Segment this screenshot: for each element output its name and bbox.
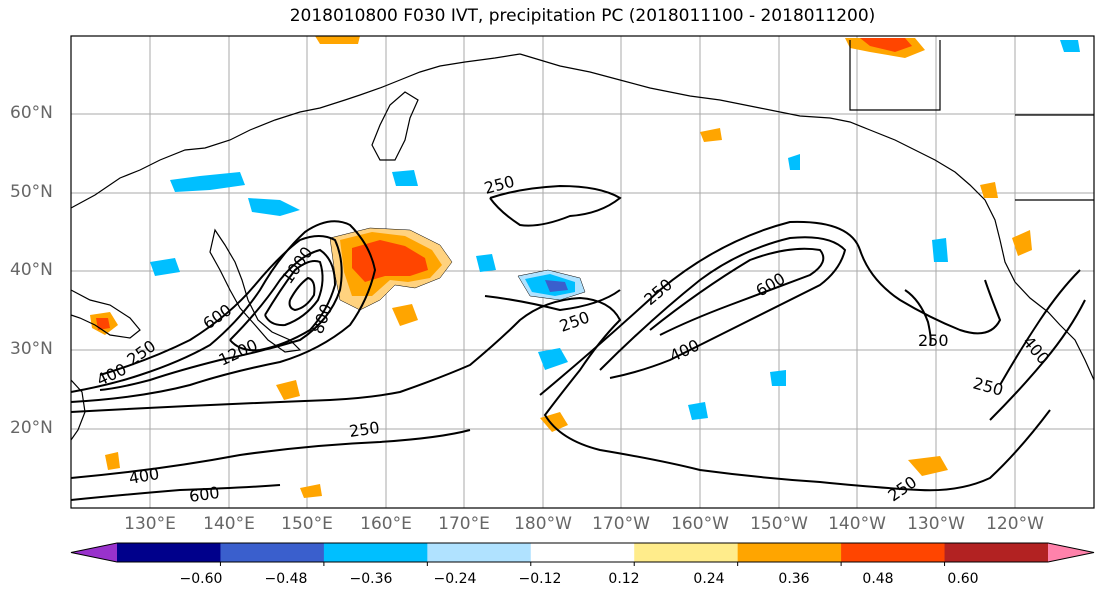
precip-negative-area (476, 254, 496, 272)
ivt-contour-600 (649, 247, 825, 336)
colorbar-tick-label: 0.24 (693, 571, 725, 587)
precip-negative-area (688, 402, 708, 420)
precip-negative-area (932, 238, 948, 262)
lon-label: 130°E (124, 514, 176, 534)
colorbar (70, 542, 1095, 566)
ivt-contour-600 (99, 235, 343, 391)
precip-negative-area (1060, 40, 1080, 52)
colorbar-swatch (737, 543, 842, 562)
lat-label: 50°N (10, 182, 53, 202)
gridlines (71, 36, 1094, 508)
colorbar-tick-label: 0.60 (947, 571, 979, 587)
contour-label: 250 (348, 418, 381, 441)
contour-label: 600 (188, 483, 221, 506)
precip-positive-area (980, 182, 998, 198)
colorbar-swatch (117, 543, 221, 562)
precip-positive-area (105, 452, 120, 470)
lat-label: 40°N (10, 260, 53, 280)
colorbar-tick-label: −0.36 (349, 571, 393, 587)
precip-positive-area (1012, 230, 1032, 256)
ivt-contour-250 (70, 296, 1051, 492)
colorbar-swatch (427, 543, 532, 562)
lon-label: 170°W (592, 514, 650, 534)
precip-positive-area (700, 128, 722, 142)
ivt-contour-250 (489, 184, 622, 227)
precip-positive-area (276, 380, 300, 400)
ivt-contour-800 (229, 248, 337, 352)
precip-negative-area (392, 170, 418, 186)
colorbar-tick-label: 0.48 (862, 571, 894, 587)
ivt-contour-600 (70, 484, 281, 501)
colorbar-tick-label: 0.36 (778, 571, 810, 587)
colorbar-swatch (530, 543, 635, 562)
contour-label: 250 (918, 331, 949, 350)
lon-label: 170°E (438, 514, 490, 534)
colorbar-swatch (944, 543, 1049, 562)
colorbar-tick-label: −0.48 (264, 571, 308, 587)
ivt-contour-250 (70, 429, 471, 479)
lat-label: 20°N (10, 418, 53, 438)
precip-positive-area (392, 304, 418, 326)
ivt-contour-250 (539, 220, 1002, 396)
colorbar-tick-label: −0.24 (433, 571, 477, 587)
ivt-contour-1000 (264, 260, 324, 327)
precip-negative-area (150, 258, 180, 276)
lon-label: 120°W (986, 514, 1044, 534)
colorbar-tick-label: −0.60 (179, 571, 223, 587)
precip-negative-area (538, 348, 568, 370)
colorbar-extend-high (1048, 543, 1094, 562)
lon-label: 140°E (203, 514, 255, 534)
precip-positive-area (908, 456, 948, 476)
lon-label: 140°W (828, 514, 886, 534)
ivt-contours (70, 184, 1086, 501)
colorbar-swatch (323, 543, 428, 562)
ivt-contour-1200 (288, 276, 316, 312)
lat-label: 60°N (10, 103, 53, 123)
precip-positive-area (300, 484, 322, 498)
precip-negative-area (170, 172, 245, 192)
lon-label: 180°W (514, 514, 572, 534)
precip-negative-area (770, 370, 786, 386)
colorbar-outline (70, 542, 1095, 563)
colorbar-swatch (220, 543, 325, 562)
colorbar-swatch (841, 543, 946, 562)
lat-label: 30°N (10, 339, 53, 359)
ivt-contour-250 (484, 289, 621, 312)
precip-positive-area (96, 318, 110, 330)
precip-positive-area (315, 36, 360, 44)
precip-negative-area (545, 280, 568, 292)
colorbar-extend-low (71, 543, 117, 562)
lon-label: 130°W (907, 514, 965, 534)
map-title: 2018010800 F030 IVT, precipitation PC (2… (289, 6, 876, 26)
lon-label: 150°E (281, 514, 333, 534)
precip-positive-area (352, 240, 428, 282)
lon-label: 160°W (671, 514, 729, 534)
colorbar-tick-label: −0.12 (518, 571, 562, 587)
lon-label: 160°E (360, 514, 412, 534)
colorbar-tick-label: 0.12 (608, 571, 640, 587)
ivt-contour-250 (999, 269, 1081, 386)
ivt-contour-400 (70, 220, 377, 403)
lon-label: 150°W (750, 514, 808, 534)
ivt-contour-400 (599, 236, 847, 379)
ivt-contour-250 (904, 289, 932, 346)
precip-negative-area (788, 154, 800, 170)
coastlines (70, 40, 1095, 441)
ivt-contour-400 (989, 299, 1086, 421)
precip-positive-area (860, 38, 912, 52)
precip-negative-area (248, 198, 300, 216)
colorbar-swatch (634, 543, 739, 562)
precip-shading (90, 36, 1080, 498)
plot-frame (70, 35, 1095, 509)
